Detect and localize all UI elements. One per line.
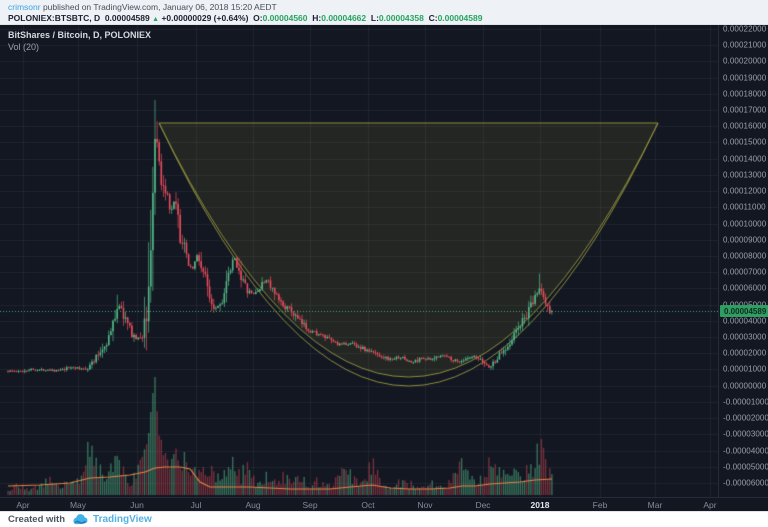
close-value: 0.00004589 [437,13,483,23]
price-axis-label: 0.00006000 [723,283,767,293]
up-arrow-icon: ▲ [152,16,160,23]
price-axis[interactable]: 0.00004589 0.00022000 0.00021000 0.0002000… [718,25,768,497]
price-axis-label: 0.00018000 [723,89,767,99]
candlestick-chart-canvas[interactable] [0,25,718,497]
close-label: C: [428,13,438,23]
created-with-text: Created with [8,514,66,525]
time-axis-label: Jun [130,500,144,510]
snapshot-footer: Created with TradingView [0,511,768,527]
last-price-axis-label: 0.00004589 [720,305,768,317]
price-axis-label: -0.00003000 [723,429,768,439]
published-text: published on TradingView.com, January 06… [40,2,277,12]
time-axis-label: Jul [190,500,202,510]
time-axis-label: Mar [647,500,663,510]
price-axis-label: -0.00002000 [723,413,768,423]
time-axis-label: Apr [703,500,717,510]
time-axis-label: May [69,500,87,510]
open-label: O: [253,13,263,23]
price-axis-label: 0.00003000 [723,332,767,342]
price-axis-label: -0.00006000 [723,478,768,488]
low-label: L: [370,13,379,23]
tradingview-logo-icon[interactable] [72,513,89,526]
price-axis-label: 0.00004000 [723,316,767,326]
symbol-name: POLONIEX:BTSBTC, D [8,13,101,23]
price-axis-label: 0.00021000 [723,40,767,50]
price-axis-label: 0.00014000 [723,154,767,164]
price-axis-label: -0.00005000 [723,462,768,472]
last-price: 0.00004589 [104,13,150,23]
high-label: H: [312,13,322,23]
price-axis-label: 0.00010000 [723,219,767,229]
price-axis-label: 0.00000000 [723,381,767,391]
open-value: 0.00004560 [262,13,308,23]
price-axis-label: 0.00012000 [723,186,767,196]
time-axis-label: Aug [245,500,261,510]
price-axis-label: 0.00001000 [723,364,767,374]
price-axis-label: 0.00002000 [723,348,767,358]
time-axis-label: Apr [16,500,30,510]
low-value: 0.00004358 [378,13,424,23]
tradingview-brand-link[interactable]: TradingView [93,514,152,525]
price-axis-label: 0.00013000 [723,170,767,180]
symbol-ohlc-line: POLONIEX:BTSBTC, D 0.00004589 ▲ +0.00000… [8,13,482,23]
time-axis-label: Oct [361,500,375,510]
time-axis-label: Nov [417,500,433,510]
time-axis-label: 2018 [530,500,550,510]
time-axis-label: Dec [475,500,491,510]
price-axis-label: 0.00009000 [723,235,767,245]
price-axis-label: -0.00001000 [723,397,768,407]
snapshot-header: crimsonr published on TradingView.com, J… [0,0,768,25]
time-axis-label: Feb [592,500,608,510]
price-axis-label: -0.00004000 [723,446,768,456]
price-axis-label: 0.00020000 [723,56,767,66]
chart-area[interactable]: BitShares / Bitcoin, D, POLONIEX Vol (20… [0,25,768,511]
price-axis-label: 0.00019000 [723,73,767,83]
price-axis-label: 0.00011000 [723,202,766,212]
time-axis-label: Sep [302,500,318,510]
price-change: +0.00000029 (+0.64%) [161,13,249,23]
publish-info: crimsonr published on TradingView.com, J… [8,2,277,12]
price-axis-label: 0.00022000 [723,24,767,34]
price-axis-label: 0.00016000 [723,121,767,131]
price-axis-label: 0.00008000 [723,251,767,261]
price-axis-label: 0.00007000 [723,267,767,277]
time-axis[interactable]: Apr May Jun Jul Aug Sep Oct Nov Dec 2018 Feb Mar Apr [0,497,768,511]
price-axis-label: 0.00015000 [723,137,767,147]
price-axis-label: 0.00005000 [723,300,766,309]
high-value: 0.00004662 [321,13,367,23]
price-axis-label: 0.00017000 [723,105,767,115]
author-link[interactable]: crimsonr [8,2,41,12]
